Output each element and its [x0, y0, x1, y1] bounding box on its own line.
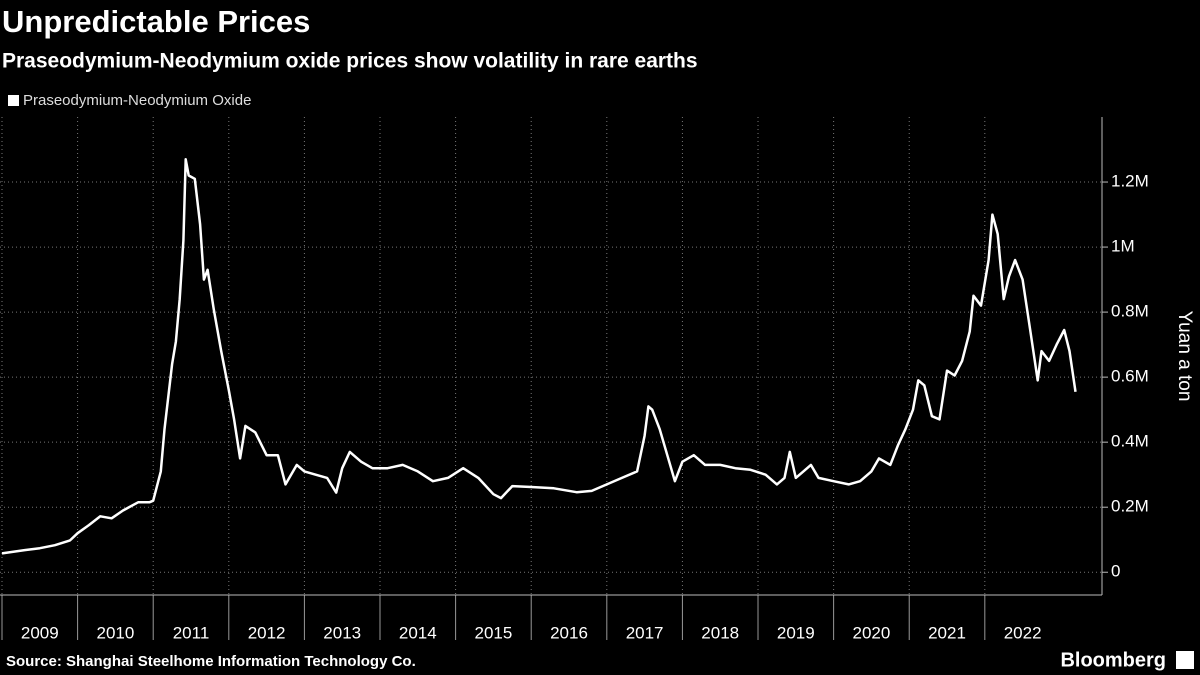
x-tick-label: 2016: [550, 623, 588, 642]
source: Source: Shanghai Steelhome Information T…: [6, 653, 416, 670]
legend-swatch: [8, 95, 19, 106]
y-tick-label: 1.2M: [1111, 172, 1149, 191]
chart-title: Unpredictable Prices: [2, 4, 310, 39]
x-tick-label: 2019: [777, 623, 815, 642]
x-tick-label: 2017: [626, 623, 664, 642]
x-tick-label: 2011: [173, 623, 210, 642]
y-tick-label: 0.4M: [1111, 432, 1149, 451]
legend-label: Praseodymium-Neodymium Oxide: [23, 92, 251, 109]
y-axis-label: Yuan a ton: [1174, 311, 1195, 402]
x-tick-label: 2010: [96, 623, 134, 642]
x-tick-label: 2013: [323, 623, 361, 642]
x-tick-label: 2014: [399, 623, 437, 642]
x-tick-label: 2018: [701, 623, 739, 642]
data-line: [1, 158, 1077, 555]
y-tick-label: 1M: [1111, 237, 1135, 256]
x-tick-label: 2012: [248, 623, 286, 642]
y-tick-label: 0.6M: [1111, 367, 1149, 386]
x-tick-label: 2015: [474, 623, 512, 642]
x-tick-label: 2022: [1004, 623, 1042, 642]
x-tick-label: 2021: [928, 623, 966, 642]
y-tick-label: 0.8M: [1111, 302, 1149, 321]
x-tick-label: 2020: [853, 623, 891, 642]
x-tick-label: 2009: [21, 623, 59, 642]
brand: Bloomberg: [1060, 649, 1166, 671]
chart-subtitle: Praseodymium-Neodymium oxide prices show…: [2, 50, 698, 73]
y-tick-label: 0: [1111, 562, 1120, 581]
y-tick-label: 0.2M: [1111, 497, 1149, 516]
brand-logo: [1176, 651, 1194, 669]
